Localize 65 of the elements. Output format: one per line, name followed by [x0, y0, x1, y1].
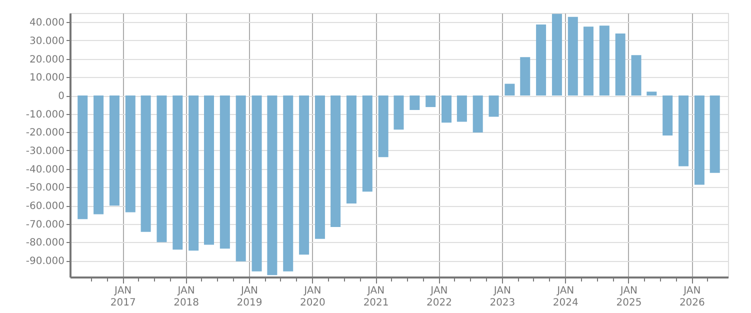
y-tick-label: -90.000: [26, 256, 64, 267]
bar: [299, 96, 310, 255]
bar: [536, 24, 546, 96]
y-tick-label: -20.000: [26, 128, 64, 139]
bar: [599, 26, 610, 96]
y-tick-label: -10.000: [26, 109, 64, 120]
bar: [283, 96, 294, 272]
x-tick-label: JAN 2023: [490, 286, 516, 308]
x-tick-label: JAN 2017: [110, 286, 136, 308]
bar: [252, 96, 262, 272]
y-tick-label: -30.000: [26, 146, 64, 157]
y-tick-label: 40.000: [30, 18, 64, 29]
bar: [488, 96, 499, 117]
bar: [267, 96, 278, 276]
bar: [362, 96, 372, 192]
bar: [694, 96, 704, 185]
bar: [346, 96, 356, 204]
x-tick-label: JAN 2025: [616, 286, 642, 308]
x-tick-label: JAN 2022: [426, 286, 452, 308]
bar: [504, 84, 515, 96]
bar: [220, 96, 230, 249]
bar: [662, 96, 673, 136]
y-tick-label: -80.000: [26, 238, 64, 249]
bar: [552, 14, 562, 96]
y-tick-label: -60.000: [26, 201, 64, 212]
bar: [394, 96, 404, 130]
y-tick-label: -50.000: [26, 182, 64, 194]
x-tick-label: JAN 2019: [236, 286, 262, 308]
x-tick-label: JAN 2018: [174, 286, 200, 308]
bar: [109, 96, 120, 206]
bar: [78, 96, 88, 220]
bar: [156, 96, 167, 242]
x-tick-label: JAN 2021: [363, 286, 389, 308]
bar: [442, 96, 452, 123]
bar: [520, 57, 530, 96]
bar: [678, 96, 689, 166]
bar: [710, 96, 720, 173]
bar: [204, 96, 214, 245]
bar: [646, 92, 657, 96]
y-tick-label: -70.000: [26, 219, 64, 230]
bar: [236, 96, 246, 262]
bar: [568, 16, 578, 96]
y-tick-label: 20.000: [30, 54, 64, 66]
bar: [330, 96, 341, 227]
bar: [172, 96, 183, 250]
y-tick-label: -40.000: [26, 164, 64, 176]
bar: [472, 96, 483, 133]
bar: [631, 55, 642, 96]
bar: [125, 96, 136, 212]
y-tick-label: 0: [58, 91, 64, 102]
bar: [314, 96, 325, 239]
bar: [188, 96, 199, 251]
y-tick-label: 10.000: [30, 72, 64, 84]
bar: [583, 26, 594, 96]
bar: [378, 96, 388, 158]
bar: [140, 96, 151, 232]
x-tick-label: JAN 2026: [679, 286, 705, 308]
bar: [410, 96, 420, 110]
x-tick-label: JAN 2024: [552, 286, 578, 308]
bar: [94, 96, 104, 214]
bar: [426, 96, 436, 108]
bar: [615, 34, 626, 96]
bar: [456, 96, 467, 122]
x-tick-label: JAN 2020: [300, 286, 326, 308]
y-tick-label: 30.000: [30, 36, 64, 47]
